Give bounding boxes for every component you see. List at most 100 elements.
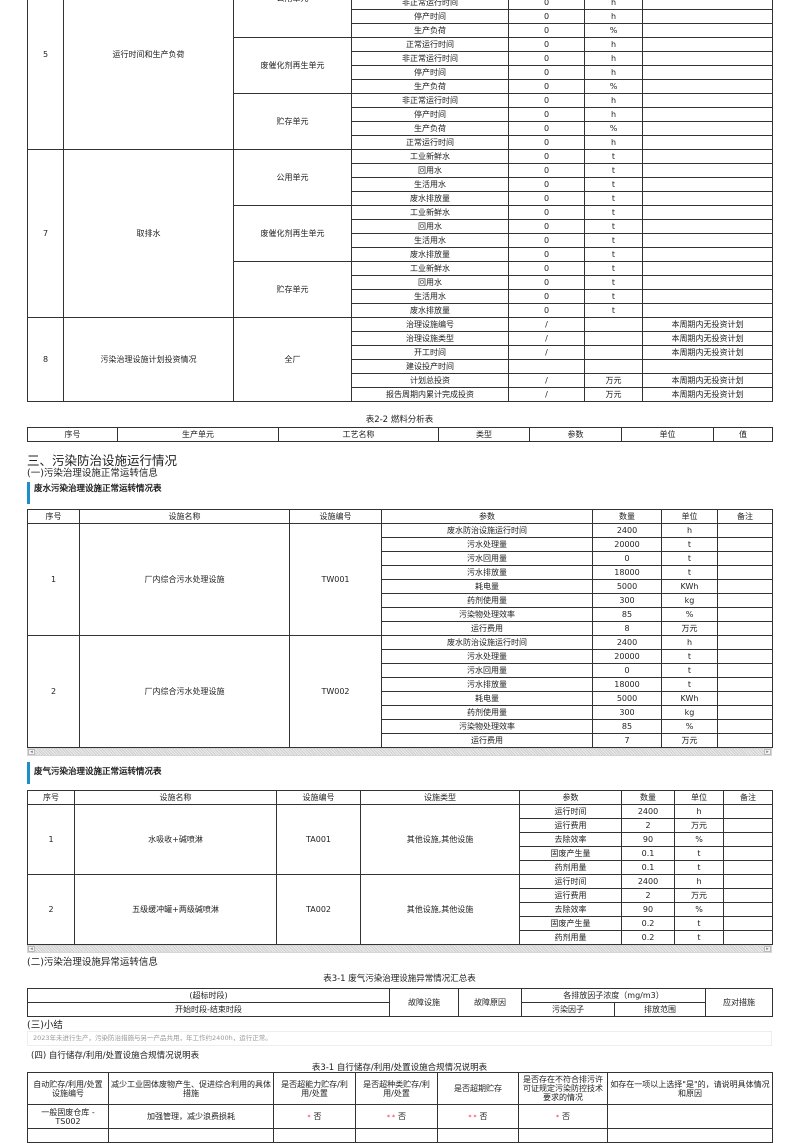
param-name: 运行费用 [519, 888, 622, 903]
column-header: 设施名称 [74, 790, 277, 805]
column-header: 值 [713, 427, 773, 442]
param-value: 7 [592, 733, 662, 748]
param-name: 废水防治设施运行时间 [381, 523, 593, 538]
param-remark: 本周期内无投资计划 [642, 317, 773, 332]
param-unit: t [584, 233, 643, 248]
param-name: 运行费用 [381, 733, 593, 748]
answer-value[interactable]: 否 [562, 1111, 570, 1121]
param-remark [642, 65, 773, 80]
param-remark [717, 635, 773, 650]
param-name: 药剂使用量 [381, 593, 593, 608]
header-concentration: 各排放因子浓度（mg/m3） [520, 988, 707, 1003]
facility-name: 厂内综合污水处理设施 [79, 635, 290, 748]
scroll-left-icon[interactable]: ◂ [28, 946, 35, 952]
abnormal-table-caption: 表3-1 废气污染治理设施异常情况汇总表 [323, 974, 476, 984]
param-value: 300 [592, 705, 662, 720]
answer-value[interactable]: 否 [313, 1111, 322, 1121]
column-header: 是否超能力贮存/利用/处置 [273, 1072, 356, 1105]
param-unit: t [661, 663, 718, 678]
param-value: 0 [508, 107, 585, 122]
unit-name: 废催化剂再生单元 [233, 205, 352, 262]
scroll-left-icon[interactable]: ◂ [28, 749, 35, 755]
column-header: 是否超期贮存 [437, 1072, 519, 1105]
header-row: 序号 生产单元 工艺名称 类型 参数 单位值 [27, 427, 773, 442]
answer-value[interactable]: 否 [397, 1111, 406, 1121]
param-unit: t [661, 551, 718, 566]
param-value: 0 [508, 233, 585, 248]
param-name: 生产负荷 [351, 79, 509, 94]
param-value: 0 [508, 65, 585, 80]
param-unit: t [584, 205, 643, 220]
horizontal-scrollbar[interactable]: ◂ ▸ [27, 945, 772, 953]
column-header: 是否存在不符合排污许可证规定污染防控技术要求的情况 [518, 1072, 608, 1105]
answer-value[interactable]: 否 [479, 1111, 488, 1121]
table-row: 药剂用量 0.1 t [28, 860, 773, 875]
param-unit [584, 345, 643, 360]
param-value: 0 [508, 37, 585, 52]
accent-bar [27, 762, 30, 784]
param-name: 生活用水 [351, 177, 509, 192]
param-remark [717, 677, 773, 692]
table-row: 运行费用 7 万元 [28, 733, 773, 748]
compliance-answer: * * 否 [355, 1104, 438, 1129]
header-pollutant: 污染因子 [521, 1002, 615, 1017]
storage-table-caption: 表3-1 自行储存/利用/处置设施合规情况说明表 [311, 1063, 488, 1073]
param-name: 生活用水 [351, 289, 509, 304]
param-unit: % [661, 607, 718, 622]
facility-number: 2 [27, 635, 80, 748]
param-value: 0.1 [621, 860, 675, 875]
param-remark [717, 579, 773, 594]
table-row: 污水处理量 20000 t [28, 649, 773, 664]
param-name: 停产时间 [351, 9, 509, 24]
param-remark [642, 135, 773, 150]
column-header: 单位 [674, 790, 724, 805]
param-unit: h [584, 37, 643, 52]
param-remark [717, 649, 773, 664]
reason [607, 1104, 773, 1129]
param-remark [642, 37, 773, 52]
param-remark [642, 23, 773, 38]
param-value: 5000 [592, 691, 662, 706]
header-row: 自动贮存/利用/处置设施编号 减少工业固体废物产生、促进综合利用的具体措施 是否超能… [27, 1072, 773, 1105]
table-row-partial [27, 1128, 773, 1143]
table-row: 运行费用 2 万元 [28, 818, 773, 833]
param-name: 药剂用量 [519, 860, 622, 875]
param-name: 开工时间 [351, 345, 509, 360]
param-name: 生产负荷 [351, 23, 509, 38]
param-value: 0 [508, 219, 585, 234]
param-value: / [508, 387, 585, 402]
param-unit: KWh [661, 691, 718, 706]
horizontal-scrollbar[interactable]: ◂ ▸ [27, 748, 772, 756]
param-remark [642, 9, 773, 24]
param-remark [642, 51, 773, 66]
summary-text[interactable]: 2023年未进行生产，污染防治措施与另一产品共用，年工作约2400h，运行正常。 [27, 1031, 772, 1046]
param-unit: 万元 [674, 818, 724, 833]
param-unit: t [584, 191, 643, 206]
param-unit: t [661, 677, 718, 692]
param-value: 0.2 [621, 930, 675, 945]
required-mark-icon: * [556, 1113, 559, 1121]
gas-facility-table: 序号 设施名称 设施编号 设施类型 参数 数量 单位 备注 1 水吸收+碱喷淋 TA001 其他设施,… [27, 790, 773, 945]
scroll-right-icon[interactable]: ▸ [764, 946, 771, 952]
facility-type: 其他设施,其他设施 [360, 874, 520, 945]
param-value: 20000 [592, 537, 662, 552]
param-value [508, 359, 585, 374]
param-unit: t [674, 860, 724, 875]
unit-name: 贮存单元 [233, 261, 352, 318]
param-unit: t [584, 149, 643, 164]
param-unit: % [674, 832, 724, 847]
table-row: 药剂使用量 300 kg [28, 705, 773, 720]
param-name: 回用水 [351, 275, 509, 290]
param-unit: t [584, 219, 643, 234]
scroll-right-icon[interactable]: ▸ [764, 749, 771, 755]
required-mark-icon: * * [387, 1113, 395, 1121]
param-remark [723, 846, 773, 861]
param-remark [642, 205, 773, 220]
facility-name: 五级缓冲罐+两级碱喷淋 [74, 874, 277, 945]
section-label: 运行时间和生产负荷 [63, 0, 234, 150]
param-remark [717, 593, 773, 608]
param-value: / [508, 373, 585, 388]
unit-name: 贮存单元 [233, 93, 352, 150]
param-name: 报告周期内累计完成投资 [351, 387, 509, 402]
param-remark [642, 359, 773, 374]
